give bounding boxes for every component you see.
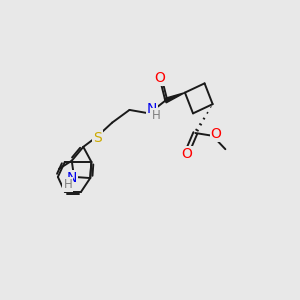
Polygon shape bbox=[164, 93, 185, 103]
Text: N: N bbox=[67, 171, 77, 185]
Text: H: H bbox=[63, 178, 72, 191]
Text: H: H bbox=[152, 109, 161, 122]
Text: O: O bbox=[154, 70, 165, 85]
Text: N: N bbox=[147, 102, 157, 116]
Text: O: O bbox=[181, 147, 192, 161]
Text: O: O bbox=[211, 127, 222, 141]
Text: S: S bbox=[93, 130, 101, 145]
